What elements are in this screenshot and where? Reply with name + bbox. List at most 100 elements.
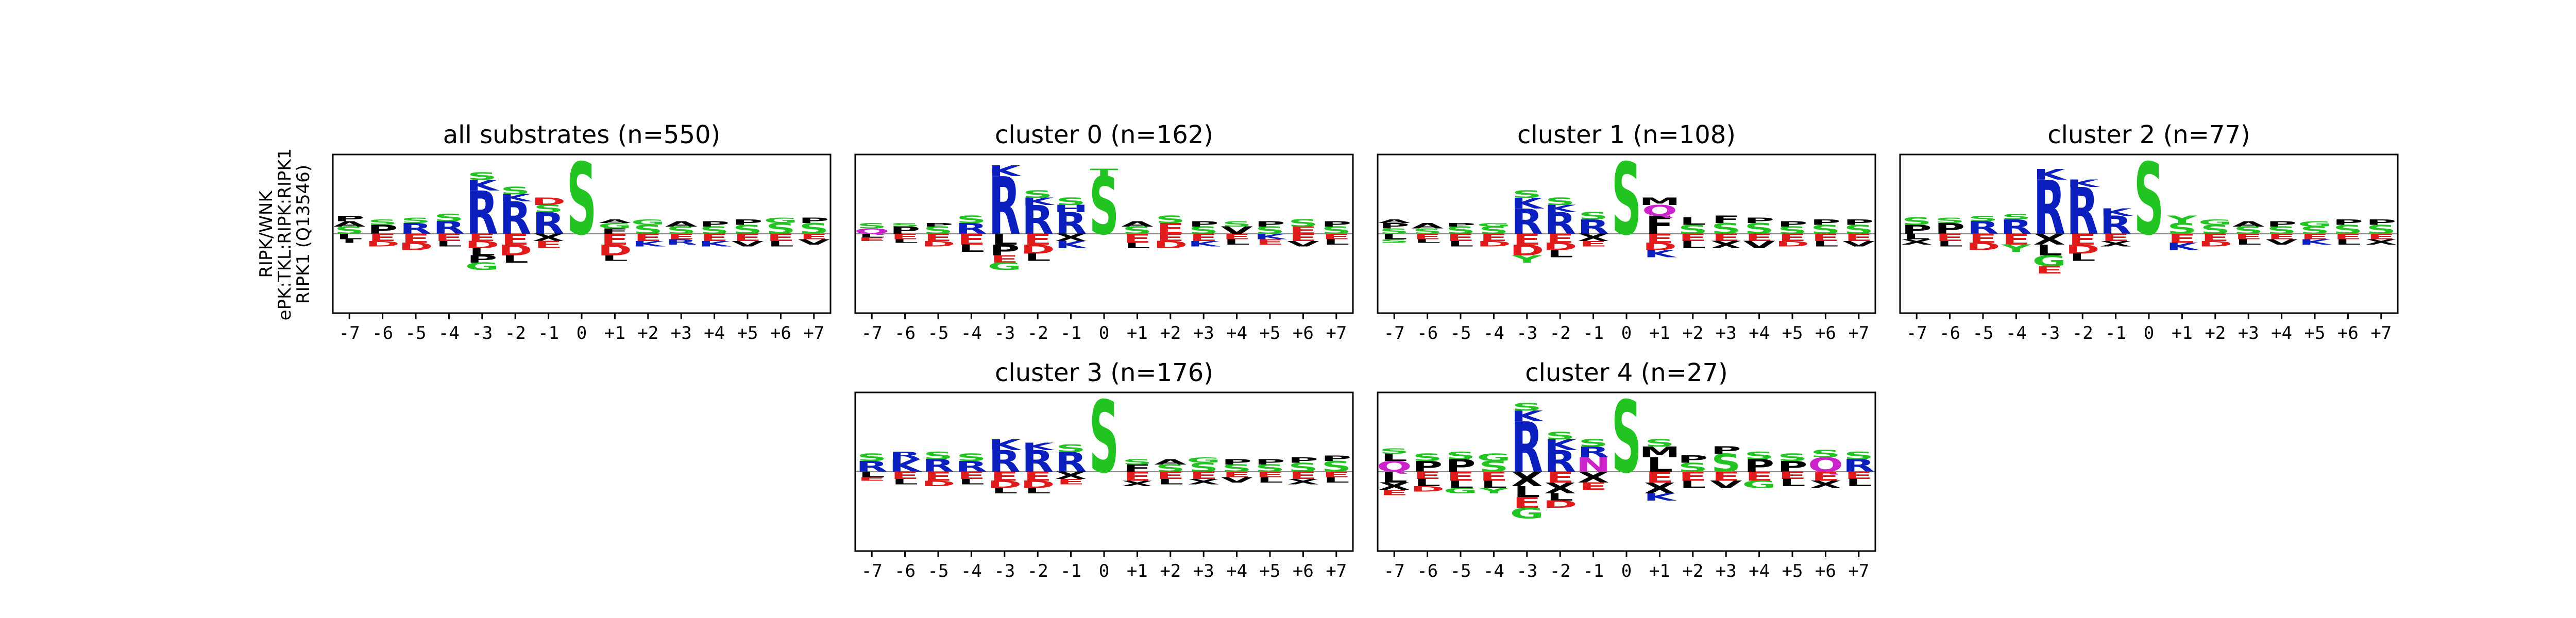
x-tick-label: +2	[637, 323, 658, 344]
residue-glyph: G	[1187, 456, 1221, 465]
residue-glyph: S	[401, 216, 431, 225]
residue-glyph: E	[858, 236, 886, 242]
residue-glyph: P	[1321, 220, 1351, 229]
residue-glyph: L	[436, 239, 462, 248]
residue-glyph: E	[1256, 470, 1284, 479]
residue-glyph: F	[601, 227, 629, 236]
residue-glyph: D	[987, 479, 1022, 490]
x-tick-label: -2	[1027, 323, 1048, 344]
residue-glyph: S	[1288, 217, 1318, 229]
panel-title: cluster 3 (n=176)	[995, 358, 1213, 387]
residue-glyph: P	[1935, 220, 1965, 237]
x-tick-label: +5	[1260, 561, 1281, 581]
residue-glyph: L	[1447, 239, 1473, 248]
residue-glyph: S	[1446, 225, 1476, 236]
residue-glyph: E	[1480, 232, 1508, 243]
residue-glyph: P	[1255, 220, 1285, 229]
residue-glyph: L	[2235, 238, 2262, 247]
residue-glyph: T	[1090, 167, 1118, 178]
x-tick-label: -7	[861, 323, 883, 344]
residue-glyph: E	[1513, 494, 1541, 511]
residue-glyph: E	[1844, 232, 1873, 243]
x-tick-label: +4	[1226, 561, 1247, 581]
residue-glyph: V	[1743, 239, 1775, 250]
residue-glyph: E	[2069, 231, 2097, 248]
residue-glyph: E	[2035, 264, 2063, 276]
residue-glyph: Y	[2001, 243, 2032, 254]
residue-glyph: D	[465, 239, 499, 250]
residue-glyph: N	[1576, 453, 1611, 476]
residue-glyph: D	[1543, 499, 1578, 510]
residue-glyph: L	[1680, 216, 1706, 227]
residue-glyph: K	[2099, 207, 2133, 218]
residue-glyph: Y	[2166, 214, 2198, 225]
x-tick-label: +7	[1326, 561, 1347, 581]
x-tick-label: 0	[2144, 323, 2154, 344]
residue-glyph: E	[468, 232, 496, 243]
residue-glyph: R	[989, 160, 1021, 252]
x-tick-label: -2	[1550, 323, 1571, 344]
residue-glyph: X	[1511, 468, 1543, 491]
residue-glyph: P	[733, 218, 763, 227]
residue-glyph: E	[1156, 470, 1184, 481]
x-tick-label: -6	[1939, 323, 1960, 344]
x-tick-label: -7	[339, 323, 360, 344]
residue-glyph: K	[1643, 248, 1677, 260]
x-tick-label: -3	[471, 323, 493, 344]
residue-glyph: E	[1223, 232, 1251, 241]
residue-glyph: P	[1744, 456, 1774, 476]
residue-glyph: E	[1413, 470, 1442, 481]
residue-glyph: S	[923, 225, 953, 236]
residue-glyph: K	[989, 437, 1022, 454]
x-tick-label: +4	[704, 323, 725, 344]
residue-glyph: K	[1022, 441, 1056, 452]
residue-glyph: K	[1022, 196, 1056, 207]
x-tick-label: +5	[2304, 323, 2326, 344]
residue-glyph: S	[956, 452, 986, 463]
residue-glyph: P	[1445, 222, 1476, 228]
residue-glyph: R	[665, 238, 697, 247]
x-tick-label: -5	[928, 561, 949, 581]
residue-glyph: F	[1646, 211, 1674, 240]
residue-glyph: R	[1544, 444, 1576, 479]
panel-title: all substrates (n=550)	[443, 121, 721, 149]
residue-glyph: S	[334, 225, 364, 236]
residue-glyph: S	[434, 212, 464, 224]
residue-glyph: S	[1189, 460, 1218, 475]
residue-glyph: E	[1778, 470, 1806, 481]
x-tick-label: -5	[1973, 323, 1994, 344]
residue-glyph: E	[1156, 220, 1184, 237]
residue-glyph: F	[1123, 462, 1151, 474]
residue-glyph: L	[2335, 238, 2361, 247]
x-tick-label: +2	[1682, 323, 1703, 344]
residue-glyph: E	[402, 232, 430, 246]
x-tick-label: +6	[1815, 561, 1836, 581]
residue-glyph: M	[1639, 196, 1680, 207]
x-tick-label: -4	[961, 561, 982, 581]
residue-glyph: G	[631, 218, 665, 227]
x-tick-label: +5	[1782, 561, 1803, 581]
residue-glyph: R	[1578, 215, 1609, 238]
x-tick-label: -6	[372, 323, 393, 344]
residue-glyph: L	[1447, 479, 1473, 490]
residue-glyph: L	[1812, 239, 1839, 248]
residue-glyph: E	[1480, 470, 1508, 484]
residue-glyph: S	[1023, 188, 1053, 200]
x-tick-label: -5	[928, 323, 949, 344]
residue-glyph: V	[798, 238, 831, 247]
residue-glyph: S	[766, 220, 795, 237]
residue-glyph: R	[1022, 444, 1054, 479]
residue-glyph: X	[1809, 479, 1841, 490]
residue-glyph: S	[1545, 196, 1575, 207]
x-tick-label: +7	[1848, 323, 1869, 344]
residue-glyph: S	[1255, 462, 1285, 474]
residue-glyph: E	[1546, 232, 1574, 246]
residue-glyph: S	[1777, 225, 1807, 236]
residue-glyph: X	[533, 232, 565, 243]
residue-glyph: E	[1546, 469, 1574, 486]
residue-glyph: R	[1511, 408, 1543, 488]
x-tick-label: +3	[1193, 323, 1214, 344]
